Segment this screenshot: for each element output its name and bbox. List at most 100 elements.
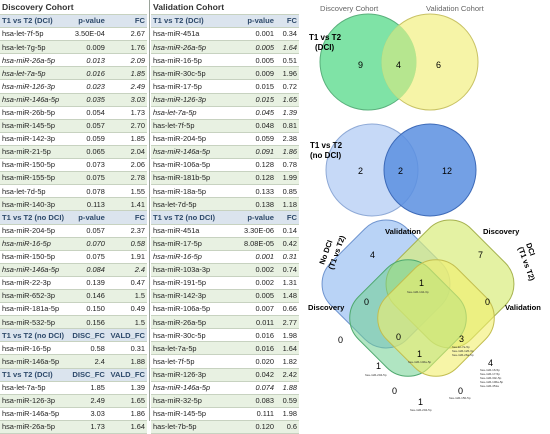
value-cell: 1.85 — [106, 132, 147, 146]
mirna-name-cell: hsa-miR-146a-5p — [0, 354, 69, 369]
venn1-right-label: Validation Cohort — [426, 4, 485, 13]
mirna-name-cell: hsa-miR-17-5p — [151, 79, 234, 94]
value-cell: 1.18 — [276, 197, 299, 212]
venn-four-set: Validation Discovery No DCI (T1 vs T2) D… — [308, 219, 541, 412]
section-header-row: T1 vs T2 (DCI) DISC_FC VALD_FC — [0, 368, 147, 382]
table-row: hsa-miR-106a-5p 0.128 0.78 — [151, 158, 299, 173]
table-row: hsa-miR-16-5p 0.58 0.31 — [0, 341, 147, 356]
value-cell: 2.42 — [276, 368, 299, 382]
value-cell: 0.059 — [233, 132, 276, 146]
value-cell: 2.67 — [106, 27, 147, 42]
table-row: hsa-miR-146a-5p 3.03 1.86 — [0, 407, 147, 421]
value-cell: 0.138 — [233, 197, 276, 212]
mirna-name-cell: hsa-miR-140-3p — [0, 197, 69, 212]
venn1-side-label-1: T1 vs T2 — [309, 33, 342, 42]
table-row: hsa-let-7g-5p 0.009 1.76 — [0, 40, 147, 55]
table-row: hsa-miR-142-3p 0.005 1.48 — [151, 289, 299, 304]
value-cell: 0.065 — [68, 145, 107, 160]
value-cell: 1.86 — [276, 145, 299, 160]
value-cell: 0.128 — [233, 171, 276, 186]
mirna-name-cell: hsa-miR-145-5p — [151, 407, 234, 421]
venn4-label-dci-1: DCI — [524, 242, 537, 257]
table-row: hsa-miR-146a-5p 0.091 1.86 — [151, 145, 299, 160]
value-cell: 0.47 — [106, 276, 147, 290]
mirna-name-cell: hsa-let-7f-5p — [151, 354, 234, 369]
venn4-count-12: 1 — [417, 349, 422, 359]
venn2-center-count: 2 — [398, 166, 403, 176]
value-cell: 1.86 — [106, 407, 147, 421]
venn-diagrams: Discovery Cohort Validation Cohort T1 vs… — [308, 4, 541, 412]
mirna-name-cell: hsa-miR-26a-5p — [151, 315, 234, 330]
table-row: hsa-miR-30c-5p 0.016 1.98 — [151, 328, 299, 343]
table-row: hsa-miR-181b-5p 0.128 1.99 — [151, 171, 299, 186]
value-cell: 1.98 — [276, 328, 299, 343]
venn4-label-mir106a: hsa-miR-106a-5p — [480, 380, 504, 384]
venn4-label-mir204-left: hsa-miR-204-5p — [365, 373, 387, 377]
mirna-name-cell: hsa-let-7a-5p — [151, 106, 234, 120]
value-cell: 0.013 — [68, 53, 107, 68]
column-header: FC — [276, 14, 299, 29]
value-cell: 0.048 — [233, 119, 276, 133]
value-cell: 0.057 — [68, 224, 107, 238]
mirna-name-cell: hsa-miR-181b-5p — [151, 171, 234, 186]
table-row: hsa-miR-181a-5p 0.150 0.49 — [0, 302, 147, 317]
table-row: hsa-miR-191-5p 0.002 1.31 — [151, 276, 299, 290]
mirna-name-cell: hsa-miR-17-5p — [151, 237, 234, 251]
section-title: T1 vs T2 (DCI) — [0, 14, 69, 29]
value-cell: 2.04 — [106, 145, 147, 160]
venn4-validation-shape — [377, 259, 495, 377]
value-cell: 0.78 — [276, 158, 299, 173]
value-cell: 0.14 — [276, 224, 299, 238]
table-row: hsa-miR-26b-5p 0.054 1.73 — [0, 106, 147, 120]
mirna-name-cell: has-let-7b-5p — [151, 420, 234, 434]
value-cell: 1.39 — [276, 106, 299, 120]
table-row: hsa-miR-204-5p 0.059 2.38 — [151, 132, 299, 146]
mirna-name-cell: hsa-miR-106a-5p — [151, 158, 234, 173]
venn4-label-validation: Validation — [385, 227, 421, 236]
mirna-name-cell: hsa-miR-150-5p — [0, 250, 69, 264]
value-cell: 1.88 — [276, 381, 299, 395]
value-cell: 0.084 — [68, 263, 107, 277]
table-row: hsa-miR-30c-5p 0.009 1.96 — [151, 66, 299, 81]
table-row: hsa-miR-18a-5p 0.133 0.85 — [151, 184, 299, 199]
mirna-name-cell: hsa-let-7d-5p — [151, 197, 234, 212]
value-cell: 0.120 — [233, 420, 276, 434]
value-cell: 0.002 — [233, 263, 276, 277]
table-divider — [149, 0, 150, 421]
mirna-name-cell: hsa-miR-146a-5p — [151, 381, 234, 395]
value-cell: 0.150 — [68, 302, 107, 317]
table-row: hsa-let-7a-5p 0.016 1.85 — [0, 66, 147, 81]
value-cell: 0.016 — [233, 328, 276, 343]
mirna-name-cell: hsa-miR-16-5p — [151, 250, 234, 264]
value-cell: 0.113 — [68, 197, 107, 212]
value-cell: 2.38 — [276, 132, 299, 146]
mirna-name-cell: hsa-miR-145-5p — [0, 119, 69, 133]
venn4-label-let7a: hsa-let-7a-5p — [452, 345, 470, 349]
value-cell: 0.111 — [233, 407, 276, 421]
table-row: hsa-miR-126-3p 0.015 1.65 — [151, 93, 299, 107]
mirna-name-cell: hsa-miR-191-5p — [151, 276, 234, 290]
value-cell: 1.99 — [276, 171, 299, 186]
validation-cohort-table: Validation Cohort T1 vs T2 (DCI) p-value FC… — [151, 0, 299, 434]
value-cell: 0.073 — [68, 158, 107, 173]
mirna-name-cell: hsa-miR-150-5p — [0, 158, 69, 173]
mirna-name-cell: hsa-miR-30c-5p — [151, 66, 234, 81]
validation-cohort-table-panel: Validation Cohort T1 vs T2 (DCI) p-value FC… — [151, 0, 299, 434]
value-cell: 0.015 — [233, 93, 276, 107]
venn1-center-count: 4 — [396, 60, 401, 70]
value-cell: 0.074 — [233, 381, 276, 395]
value-cell: 2.78 — [106, 171, 147, 186]
venn4-label-mir146a: hsa-miR-146a-5p — [408, 360, 432, 364]
value-cell: 1.48 — [276, 289, 299, 304]
value-cell: 0.133 — [233, 184, 276, 199]
venn-no-dci: T1 vs T2 (no DCI) 2 2 12 — [310, 123, 477, 217]
venn1-overlap — [381, 25, 417, 99]
table-row: hsa-let-7f-5p 0.020 1.82 — [151, 354, 299, 369]
value-cell: 0.001 — [233, 27, 276, 42]
column-header: p-value — [233, 210, 276, 225]
venn-dci: Discovery Cohort Validation Cohort T1 vs… — [309, 4, 485, 111]
value-cell: 3.03 — [68, 407, 107, 421]
mirna-name-cell: hsa-miR-21-5p — [0, 145, 69, 160]
mirna-name-cell: hsa-miR-22-3p — [0, 276, 69, 290]
value-cell: 0.011 — [233, 315, 276, 330]
